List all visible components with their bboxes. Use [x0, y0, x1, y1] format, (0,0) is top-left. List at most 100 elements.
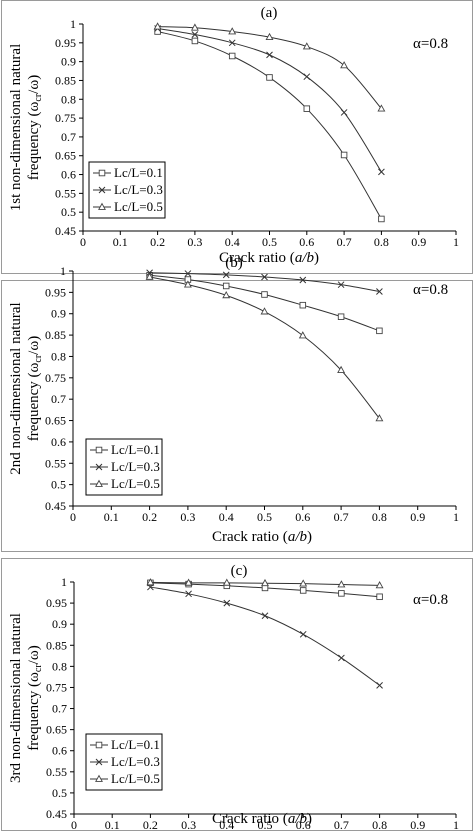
- panel-frame: [1, 0, 473, 274]
- series-square: [146, 272, 383, 335]
- x-axis-label-main: Crack ratio (: [212, 811, 288, 827]
- series-cross: [147, 583, 383, 689]
- y-tick-label: 0.5: [51, 478, 66, 492]
- legend-marker-square: [95, 446, 103, 454]
- y-tick-label: 0.85: [55, 73, 76, 87]
- data-point-triangle: [261, 578, 269, 587]
- y-tick-label: 0.5: [52, 786, 67, 800]
- y-tick-label: 0.6: [61, 168, 76, 182]
- series-triangle: [153, 22, 386, 112]
- y-tick-label: 0.9: [61, 55, 76, 69]
- chart-b-svg: (b) α=0.8 0 0.1 0.2 0.3 0.4 0.5 0.6 0.7 0.8 0.9 1 0.4…: [8, 255, 459, 545]
- data-point-square: [191, 37, 199, 45]
- x-tick-label: 0.1: [104, 510, 119, 524]
- data-point-square: [299, 301, 307, 309]
- panel-label: (b): [225, 255, 243, 271]
- data-point-cross: [340, 109, 348, 116]
- x-tick-label: 0.7: [334, 818, 349, 831]
- series-square: [154, 28, 385, 223]
- data-point-cross: [376, 288, 383, 295]
- x-tick-label: 0.5: [257, 510, 272, 524]
- data-point-triangle: [183, 280, 192, 288]
- data-point-cross: [261, 612, 269, 620]
- data-point-triangle: [337, 365, 346, 373]
- y-tick-label: 0.95: [55, 36, 76, 50]
- data-point-cross: [184, 270, 192, 277]
- x-tick-label: 1: [453, 818, 459, 831]
- data-point-cross: [299, 630, 307, 638]
- data-point-square: [378, 215, 385, 223]
- legend: Lc/L=0.1 Lc/L=0.3 Lc/L=0.5: [88, 161, 166, 219]
- data-point-triangle: [222, 291, 231, 299]
- y-tick-label: 0.45: [55, 224, 76, 238]
- x-axis-label-end: ): [307, 529, 312, 545]
- x-tick-label: 0: [71, 818, 77, 831]
- y-axis-label-subscript: cr: [33, 664, 44, 672]
- y-axis-label-line1: 2nd non-dimensional natural: [8, 302, 24, 474]
- data-point-cross: [338, 654, 345, 662]
- series-triangle: [145, 272, 384, 422]
- x-axis-label-main: Crack ratio (: [212, 529, 288, 545]
- y-tick-label: 0.55: [55, 186, 76, 200]
- data-point-triangle: [302, 42, 311, 50]
- legend-label: Lc/L=0.3: [111, 459, 160, 474]
- legend-marker-cross: [95, 463, 103, 471]
- x-tick-label: 0.1: [105, 818, 120, 831]
- legend-marker-triangle: [95, 479, 103, 487]
- legend-marker-triangle: [95, 774, 103, 782]
- series-line: [157, 31, 382, 220]
- data-point-cross: [299, 276, 307, 284]
- alpha-annotation: α=0.8: [413, 282, 448, 298]
- x-tick-label: 0.6: [299, 235, 314, 249]
- data-point-square: [299, 587, 307, 594]
- y-tick-label: 1: [61, 575, 67, 589]
- y-tick-label: 1: [60, 264, 66, 278]
- data-point-cross: [222, 271, 230, 279]
- y-tick-label: 0.55: [46, 765, 67, 779]
- data-point-cross: [261, 273, 268, 281]
- y-axis-label-line1: 1st non-dimensional natural: [8, 44, 24, 211]
- x-tick-label: 1: [453, 510, 459, 524]
- y-axis-label-subscript: cr: [33, 93, 44, 101]
- data-point-square: [154, 28, 161, 35]
- legend: Lc/L=0.1 Lc/L=0.3 Lc/L=0.5: [85, 733, 163, 791]
- y-axis-label-line2: frequency (ωcr/ω): [26, 645, 44, 750]
- x-tick-label: 1: [453, 235, 459, 249]
- y-tick-label: 0.8: [61, 92, 76, 106]
- y-tick-label: 0.8: [51, 349, 66, 363]
- x-axis-label: Crack ratio (a/b): [212, 529, 312, 545]
- x-tick-label: 0.6: [295, 510, 310, 524]
- y-tick-label: 0.85: [45, 328, 66, 342]
- y-tick-label: 1: [70, 17, 76, 31]
- data-point-square: [376, 327, 383, 335]
- y-axis-label-line2-end: /ω): [26, 645, 42, 664]
- series-cross: [146, 269, 383, 295]
- y-tick-label: 0.8: [52, 659, 67, 673]
- x-tick-label: 0.8: [372, 818, 387, 831]
- data-point-square: [340, 151, 348, 159]
- y-axis-label-line1: 3rd non-dimensional natural: [8, 613, 24, 783]
- data-point-square: [266, 74, 273, 81]
- y-tick-label: 0.6: [51, 435, 66, 449]
- y-axis-label-line2-main: frequency (ω: [26, 102, 42, 181]
- x-tick-label: 0.9: [410, 510, 425, 524]
- y-tick-label: 0.7: [61, 130, 76, 144]
- legend-label: Lc/L=0.3: [114, 182, 163, 197]
- series-line: [157, 28, 382, 173]
- data-point-triangle: [299, 579, 308, 587]
- y-tick-label: 0.95: [45, 285, 66, 299]
- y-axis-label-line2: frequency (ωcr/ω): [26, 336, 44, 441]
- x-tick-label: 0.1: [113, 235, 128, 249]
- data-point-triangle: [260, 307, 269, 315]
- y-tick-label: 0.85: [46, 638, 67, 652]
- y-tick-label: 0.7: [52, 702, 67, 716]
- x-tick-label: 0.8: [372, 510, 387, 524]
- legend-marker-triangle: [98, 202, 106, 210]
- x-tick-label: 0.4: [219, 510, 234, 524]
- data-point-square: [222, 282, 230, 290]
- legend: Lc/L=0.1 Lc/L=0.3 Lc/L=0.5: [85, 438, 163, 496]
- x-tick-label: 0.2: [150, 235, 165, 249]
- chart-panel-a: (a) α=0.8 0 0.1 0.2 0.3 0.4 0.5 0.6 0.7 0.8 0.9 1 0.4…: [0, 0, 474, 274]
- series-triangle: [146, 578, 384, 589]
- x-axis-label-end: ): [307, 811, 312, 827]
